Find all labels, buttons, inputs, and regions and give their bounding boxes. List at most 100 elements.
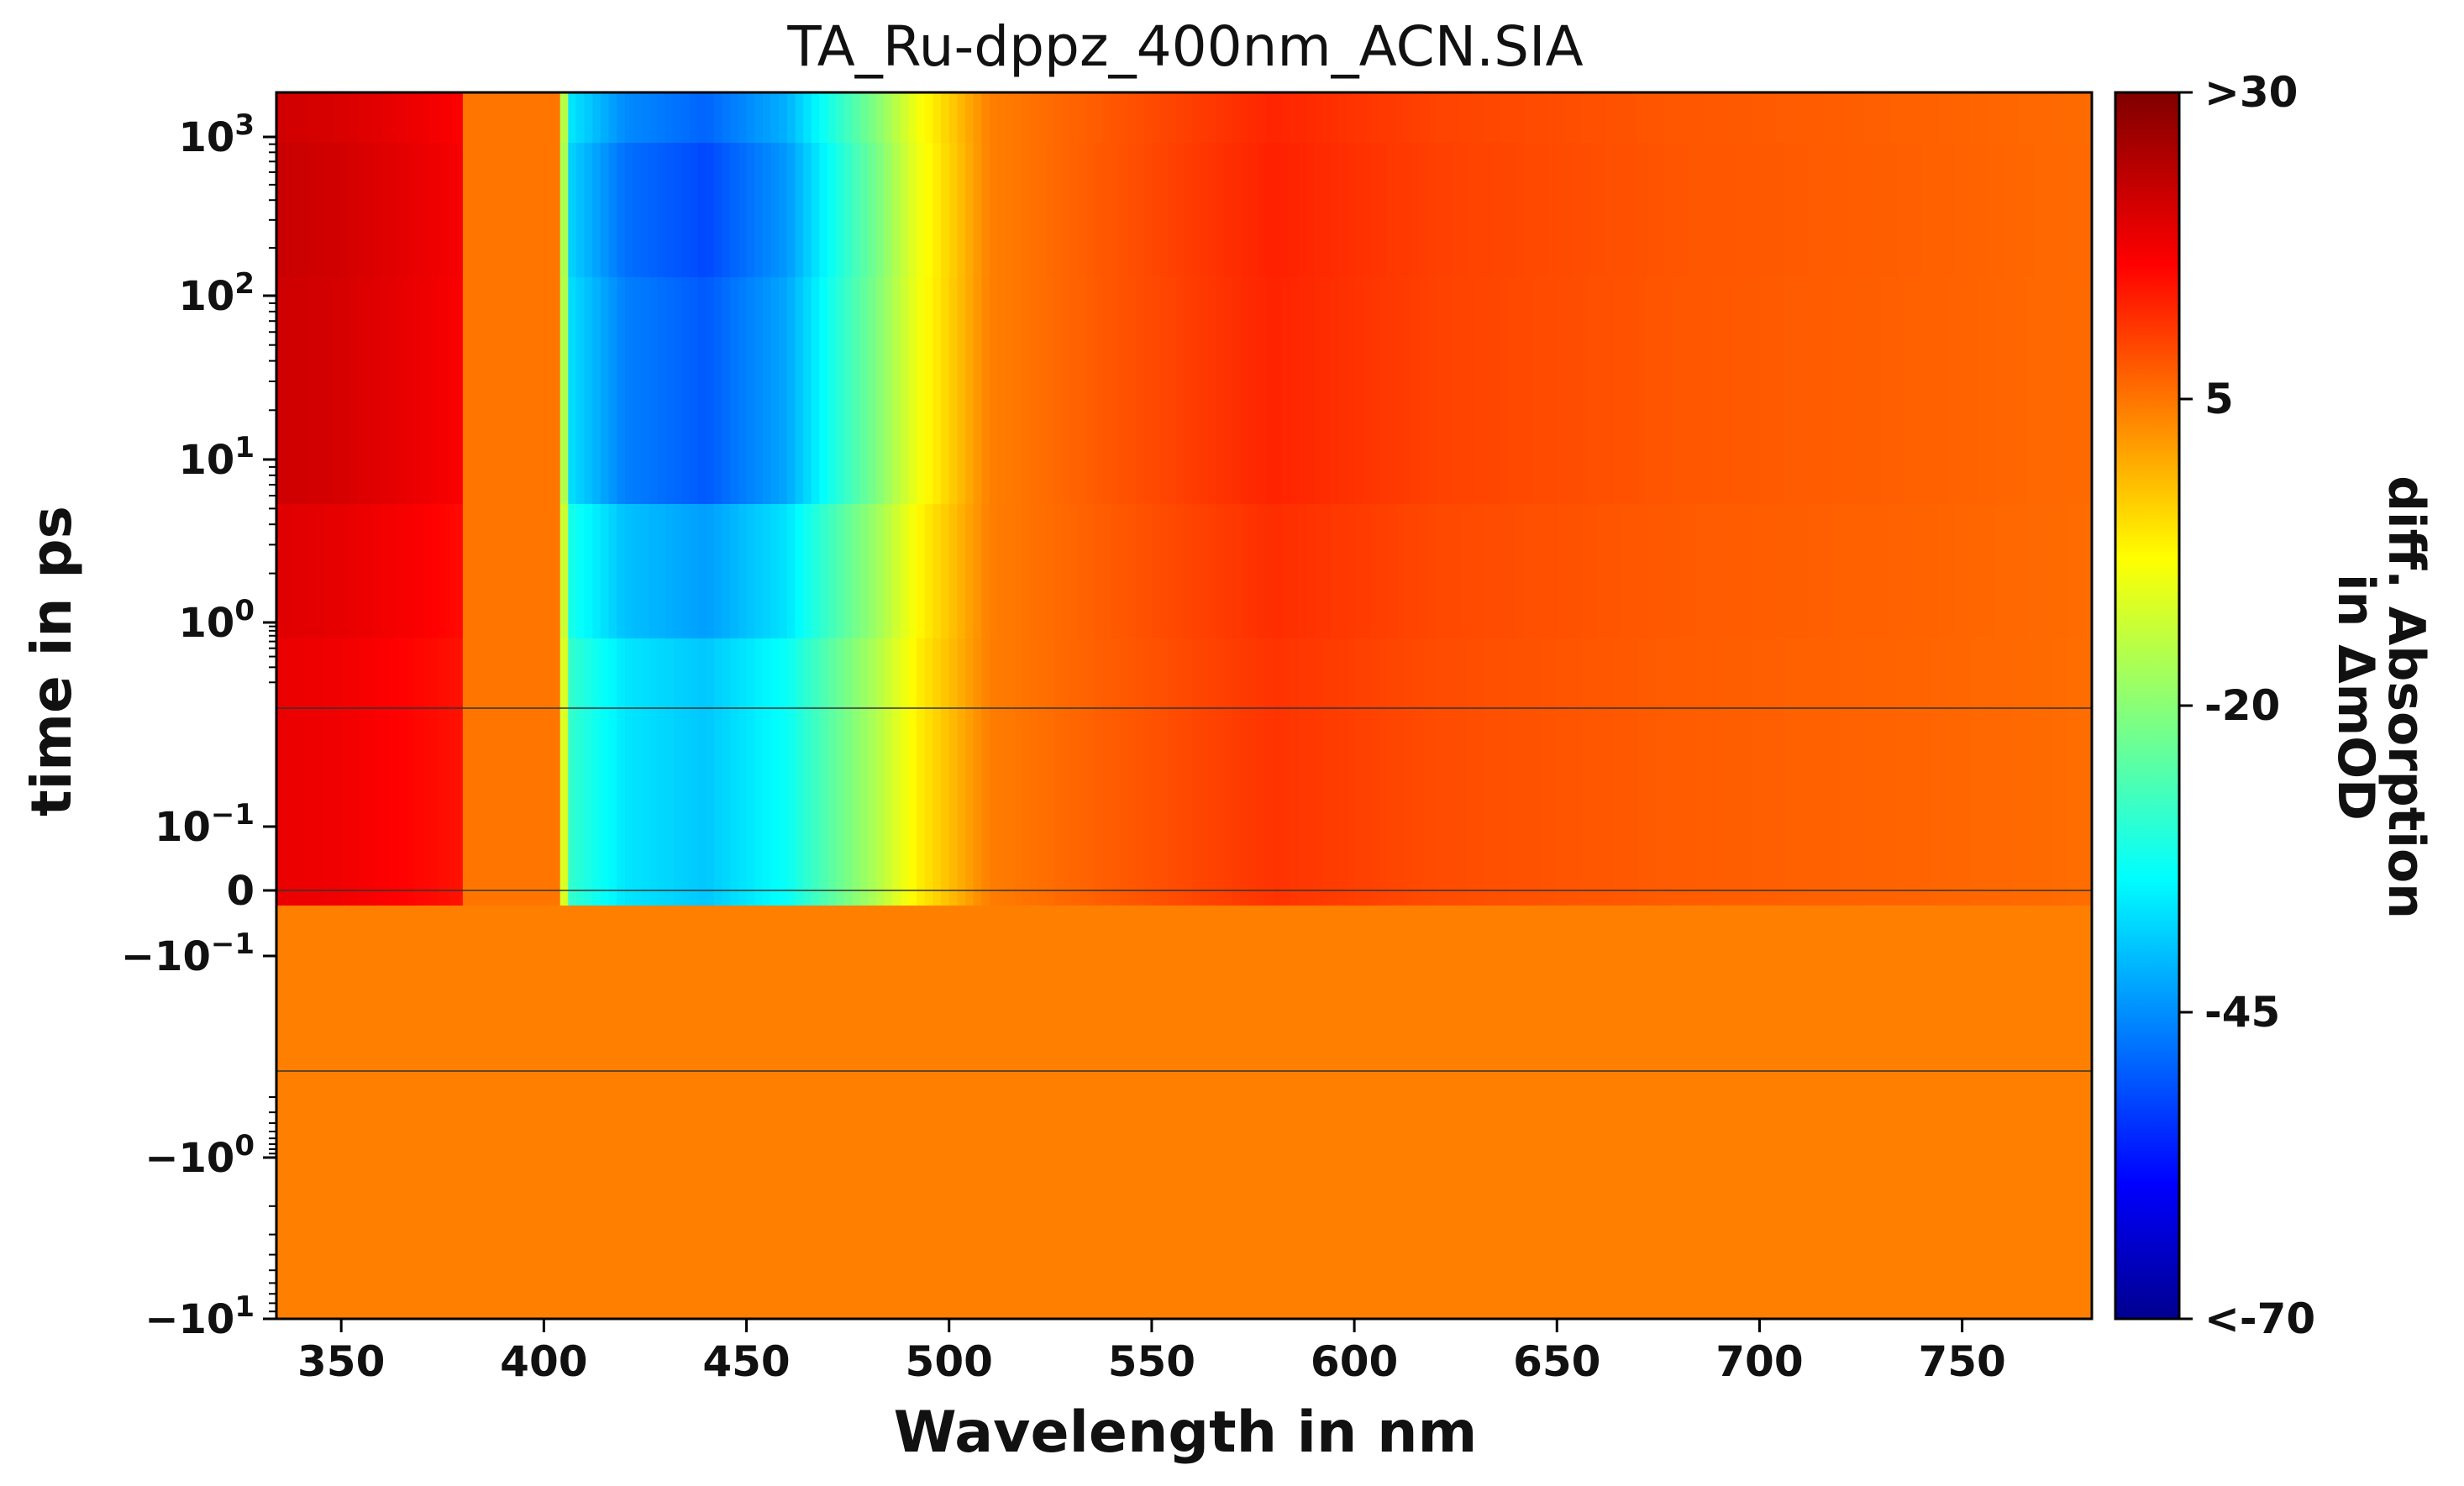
heatmap-cell (1784, 906, 1793, 1319)
heatmap-cell (495, 504, 504, 638)
heatmap-cell (690, 638, 699, 906)
heatmap-cell (1970, 638, 1979, 906)
heatmap-cell (584, 504, 593, 638)
heatmap-cell (324, 92, 334, 143)
heatmap-cell (803, 504, 812, 638)
heatmap-cell (1232, 143, 1242, 277)
heatmap-cell (1962, 638, 1971, 906)
heatmap-cell (1508, 638, 1517, 906)
heatmap-cell (276, 906, 286, 1319)
heatmap-cell (2051, 504, 2061, 638)
heatmap-cell (1095, 638, 1104, 906)
heatmap-cell (1086, 277, 1095, 504)
heatmap-cell (957, 92, 966, 143)
heatmap-cell (924, 638, 934, 906)
heatmap-cell (1281, 277, 1290, 504)
heatmap-cell (1815, 143, 1826, 277)
heatmap-cell (1946, 92, 1955, 143)
heatmap-cell (884, 277, 893, 504)
heatmap-cell (519, 504, 528, 638)
heatmap-cell (1022, 638, 1031, 906)
heatmap-cell (479, 906, 488, 1319)
heatmap-cell (1848, 638, 1857, 906)
heatmap-cell (738, 143, 748, 277)
heatmap-cell (1022, 92, 1031, 143)
heatmap-cell (1500, 92, 1509, 143)
heatmap-cell (1257, 906, 1266, 1319)
heatmap-cell (1330, 504, 1339, 638)
heatmap-cell (1135, 638, 1144, 906)
heatmap-cell (875, 504, 885, 638)
heatmap-cell (1735, 638, 1744, 906)
heatmap-cell (535, 143, 544, 277)
heatmap-cell (1881, 906, 1890, 1319)
heatmap-cell (2026, 504, 2036, 638)
heatmap-cell (592, 504, 602, 638)
heatmap-cell (868, 277, 877, 504)
heatmap-cell (1799, 504, 1809, 638)
heatmap-cell (381, 638, 391, 906)
heatmap-cell (1103, 504, 1112, 638)
heatmap-cell (373, 143, 383, 277)
heatmap-cell (373, 906, 383, 1319)
heatmap-cell (722, 906, 731, 1319)
heatmap-cell (1557, 143, 1566, 277)
heatmap-cell (1630, 277, 1639, 504)
heatmap-cell (1111, 638, 1120, 906)
heatmap-cell (1662, 277, 1671, 504)
heatmap-cell (1694, 906, 1704, 1319)
heatmap-cell (1330, 143, 1339, 277)
heatmap-cell (560, 906, 569, 1319)
heatmap-cell (981, 92, 990, 143)
heatmap-cell (479, 638, 488, 906)
heatmap-cell (827, 504, 837, 638)
heatmap-cell (1775, 504, 1784, 638)
heatmap-cell (875, 277, 885, 504)
heatmap-cell (997, 92, 1006, 143)
heatmap-cell (1808, 504, 1817, 638)
heatmap-cell (414, 906, 423, 1319)
heatmap-cell (381, 504, 391, 638)
heatmap-cell (948, 504, 958, 638)
heatmap-cell (1468, 504, 1477, 638)
heatmap-cell (1792, 92, 1801, 143)
heatmap-cell (1159, 906, 1169, 1319)
heatmap-cell (1264, 143, 1274, 277)
heatmap-cell (1119, 638, 1128, 906)
y-tick-label: −10−1 (121, 927, 255, 980)
heatmap-cell (446, 504, 455, 638)
heatmap-cell (917, 92, 926, 143)
heatmap-cell (341, 277, 350, 504)
heatmap-cell (1297, 143, 1306, 277)
heatmap-cell (933, 638, 942, 906)
heatmap-cell (2010, 92, 2020, 143)
heatmap-cell (762, 277, 772, 504)
heatmap-cell (349, 906, 359, 1319)
heatmap-cell (600, 92, 610, 143)
heatmap-cell (1192, 277, 1201, 504)
heatmap-cell (803, 638, 812, 906)
heatmap-cell (1889, 638, 1899, 906)
heatmap-cell (819, 92, 828, 143)
heatmap-cell (1232, 906, 1242, 1319)
heatmap-cell (584, 277, 593, 504)
heatmap-cell (1646, 906, 1655, 1319)
heatmap-cell (1857, 504, 1866, 638)
heatmap-cell (1686, 143, 1695, 277)
heatmap-cell (2019, 277, 2028, 504)
heatmap-cell (2035, 638, 2044, 906)
heatmap-cell (835, 906, 844, 1319)
heatmap-cell (1232, 504, 1242, 638)
heatmap-cell (1281, 906, 1290, 1319)
heatmap-cell (900, 504, 910, 638)
chart-title: TA_Ru-dppz_400nm_ACN.SIA (786, 14, 1583, 79)
heatmap-cell (1930, 277, 1939, 504)
heatmap-cell (1402, 638, 1412, 906)
heatmap-cell (811, 92, 820, 143)
heatmap-cell (1743, 638, 1752, 906)
heatmap-cell (462, 277, 472, 504)
heatmap-cell (373, 504, 383, 638)
heatmap-cell (1426, 638, 1437, 906)
heatmap-cell (1986, 92, 1995, 143)
heatmap-cell (349, 92, 359, 143)
